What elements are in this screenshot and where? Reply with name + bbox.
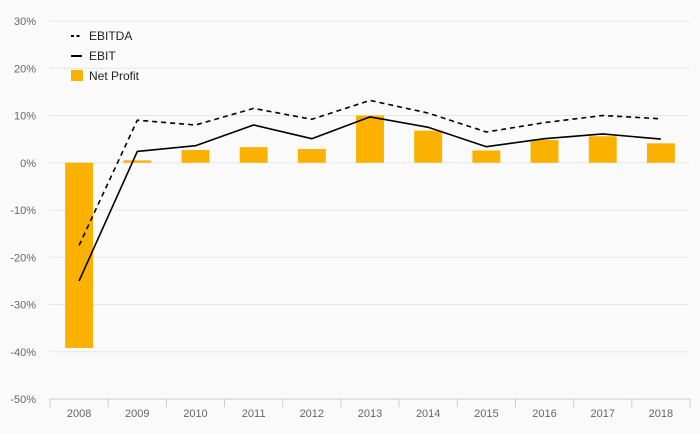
net-profit-bar [472, 150, 501, 163]
y-tick-label: -40% [10, 347, 36, 359]
net-profit-bar [239, 147, 268, 163]
x-tick-label: 2010 [183, 408, 207, 420]
y-tick-label: 30% [14, 16, 36, 28]
x-tick-label: 2016 [532, 408, 556, 420]
profit-lines [78, 99, 661, 282]
net-profit-bar [181, 149, 210, 163]
y-tick-label: -20% [10, 252, 36, 264]
x-tick-label: 2015 [474, 408, 498, 420]
legend: EBITDA EBIT Net Profit [71, 29, 140, 83]
y-axis: 30% 20% 10% 0% -10% -20% -30% -40% -50% [10, 16, 36, 406]
legend-swatch [71, 70, 83, 81]
y-tick-label: 20% [14, 63, 36, 75]
legend-label: EBITDA [89, 29, 132, 43]
legend-item: Net Profit [71, 69, 140, 83]
x-tick-label: 2009 [125, 408, 149, 420]
net-profit-bar [123, 160, 152, 163]
net-profit-bar [356, 115, 384, 163]
y-tick-label: 10% [14, 111, 36, 123]
y-tick-label: -30% [10, 300, 36, 312]
ebit-line [78, 116, 661, 282]
x-tick-label: 2014 [416, 408, 440, 420]
y-tick-label: 0% [20, 158, 36, 170]
net-profit-bar [646, 143, 675, 163]
y-tick-label: -50% [10, 394, 36, 406]
net-profit-bar [530, 140, 559, 163]
legend-label: Net Profit [89, 69, 140, 83]
legend-item: EBIT [71, 49, 116, 63]
legend-label: EBIT [89, 49, 116, 63]
x-tick-label: 2018 [649, 408, 673, 420]
legend-item: EBITDA [71, 29, 132, 43]
x-axis: 2008 2009 2010 2011 2012 2013 2014 2015 2016 2017… [49, 398, 691, 420]
x-tick-label: 2008 [67, 408, 91, 420]
ebitda-line [78, 99, 661, 246]
x-tick-label: 2012 [300, 408, 324, 420]
grid-lines [50, 20, 690, 400]
net-profit-bars [65, 115, 675, 348]
net-profit-bar [414, 130, 443, 163]
net-profit-bar [588, 136, 617, 163]
x-tick-label: 2013 [358, 408, 382, 420]
net-profit-bar [297, 149, 326, 163]
net-profit-bar [65, 162, 94, 348]
x-tick-label: 2011 [242, 408, 266, 420]
y-tick-label: -10% [10, 205, 36, 217]
x-tick-label: 2017 [590, 408, 614, 420]
